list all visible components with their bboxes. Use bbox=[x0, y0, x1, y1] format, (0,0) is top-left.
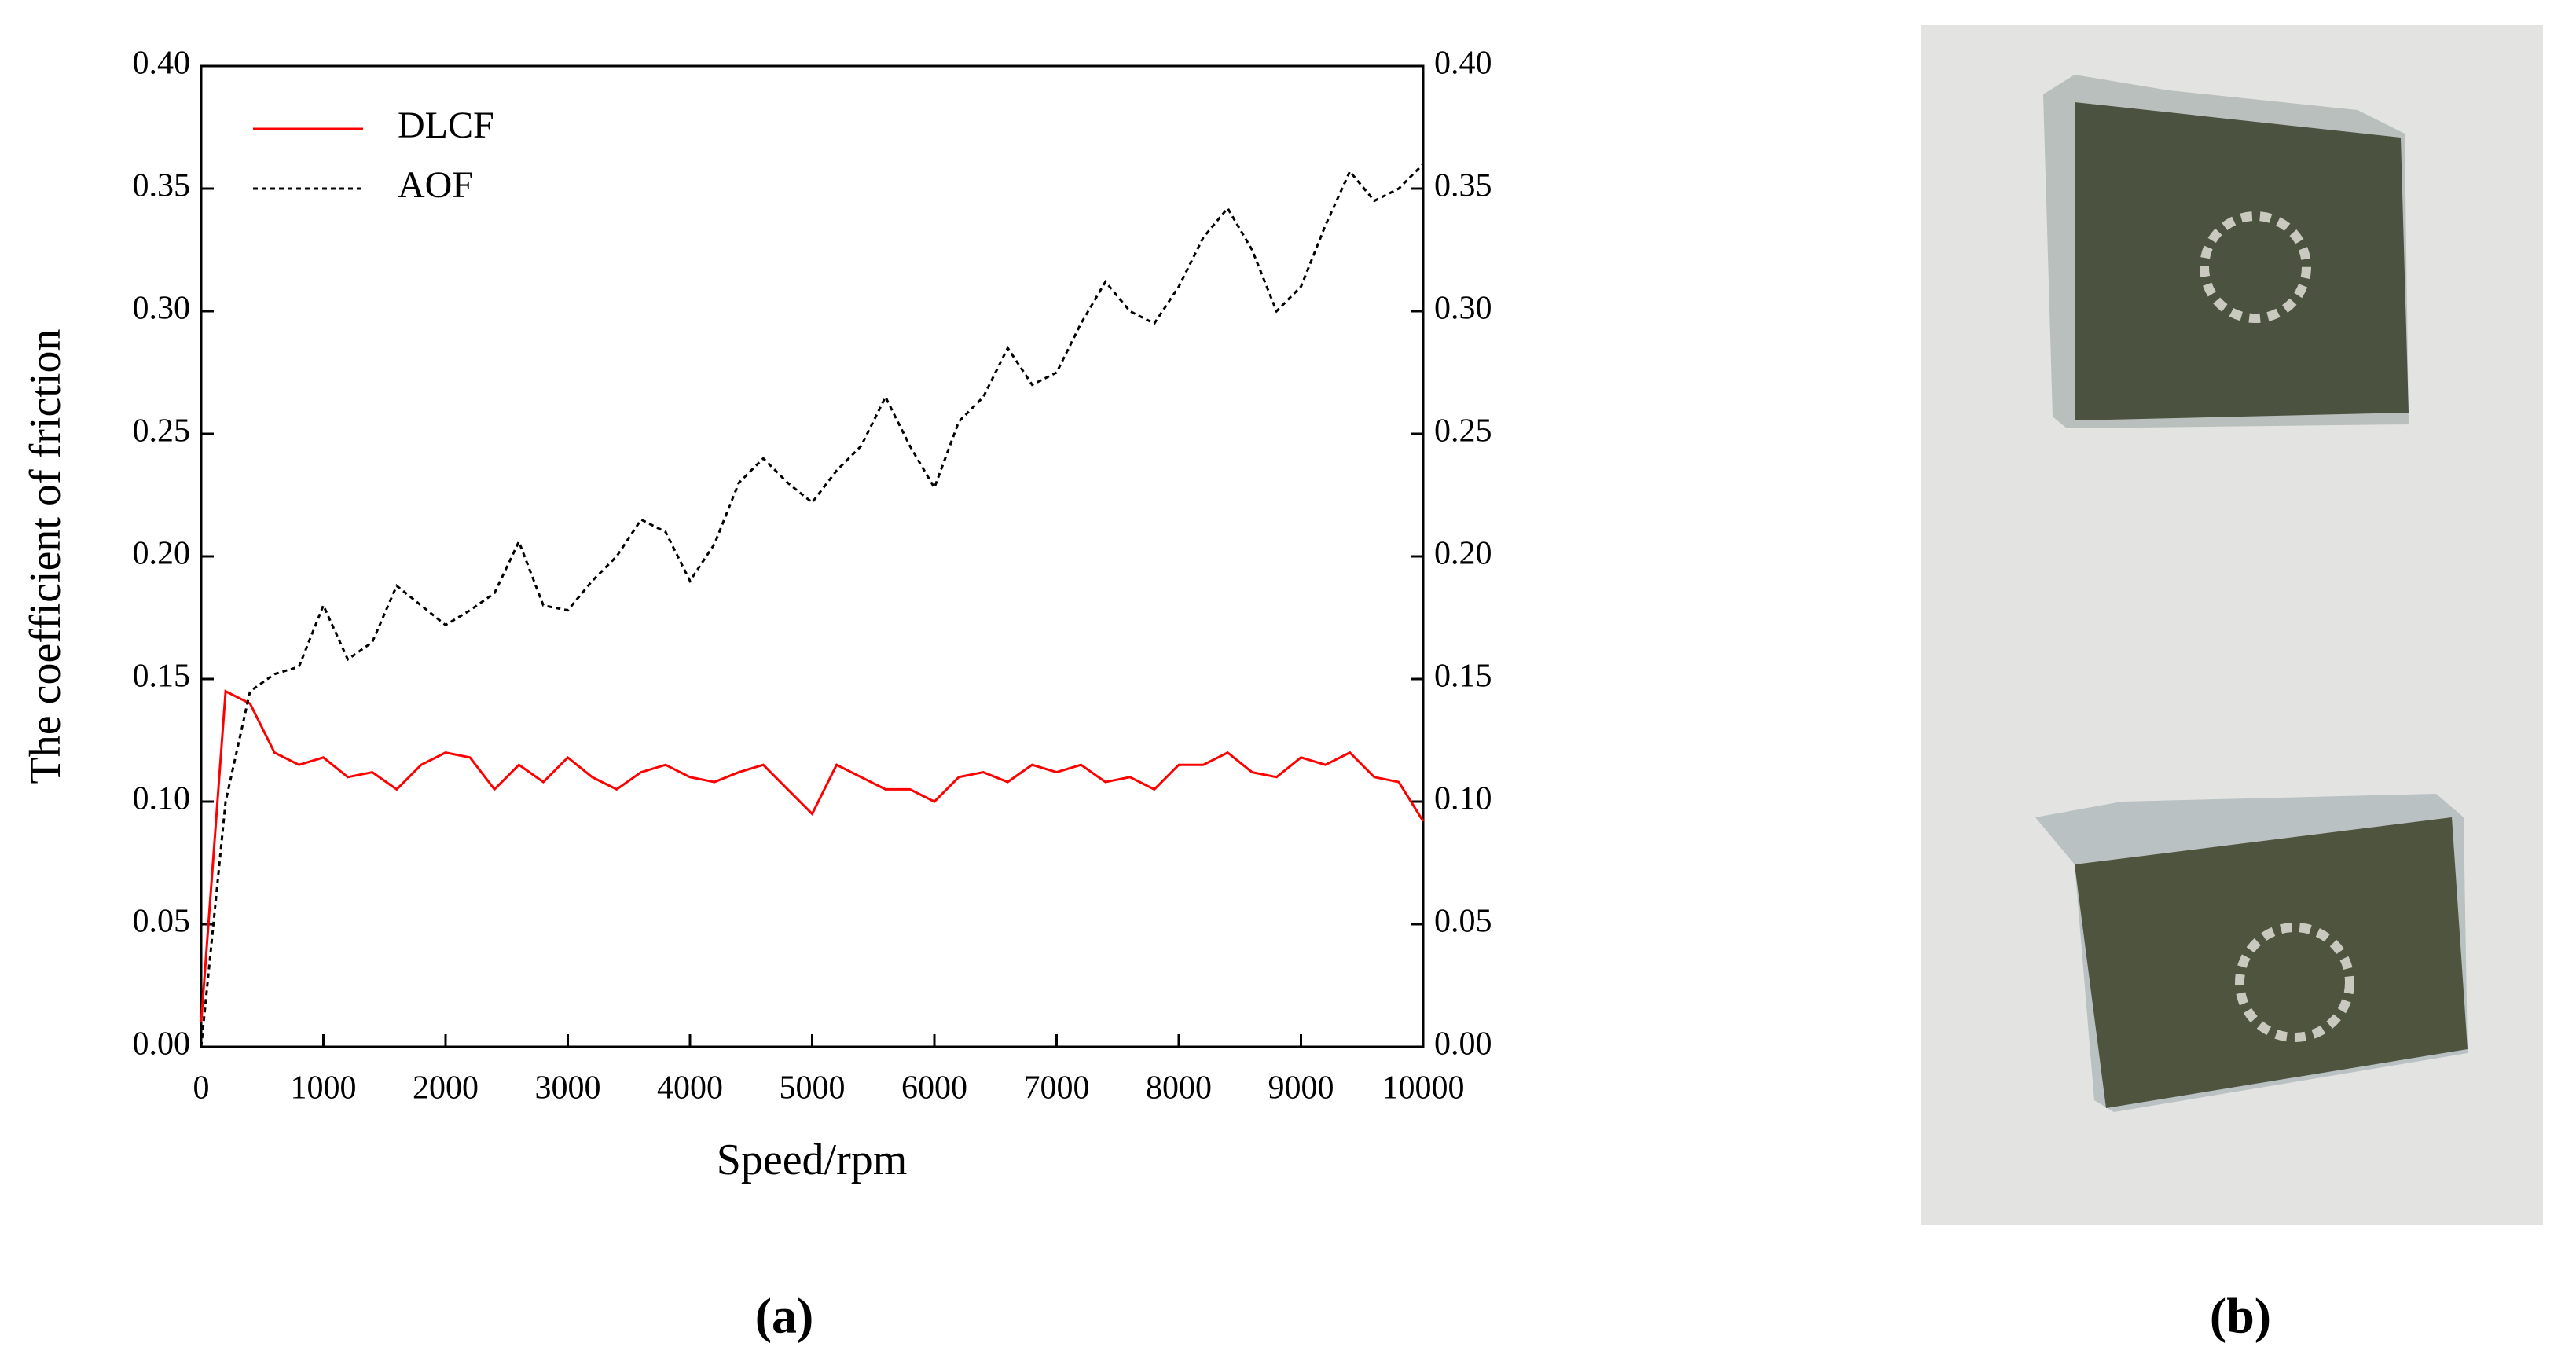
legend-label: AOF bbox=[398, 164, 473, 206]
x-tick-label: 10000 bbox=[1382, 1070, 1465, 1107]
x-tick-label: 5000 bbox=[780, 1070, 846, 1107]
y2-tick-label: 0.10 bbox=[1434, 781, 1492, 817]
y-tick-label: 0.20 bbox=[133, 536, 191, 572]
y2-tick-label: 0.30 bbox=[1434, 291, 1492, 327]
plot-frame bbox=[200, 64, 1425, 1048]
x-tick-label: 4000 bbox=[657, 1070, 723, 1107]
y-tick-label: 0.40 bbox=[133, 46, 191, 82]
y-tick-label: 0.35 bbox=[133, 168, 191, 204]
x-tick-label: 7000 bbox=[1024, 1070, 1090, 1107]
x-tick-label: 8000 bbox=[1146, 1070, 1212, 1107]
x-tick-label: 6000 bbox=[901, 1070, 967, 1107]
caption: (a) bbox=[755, 1288, 814, 1344]
photo bbox=[1921, 25, 2543, 1225]
y-tick-label: 0.25 bbox=[133, 413, 191, 450]
y-tick-label: 0.05 bbox=[133, 904, 191, 940]
y2-tick-label: 0.40 bbox=[1434, 46, 1492, 82]
y2-tick-label: 0.35 bbox=[1434, 168, 1492, 204]
y2-tick-label: 0.05 bbox=[1434, 904, 1492, 940]
x-tick-label: 9000 bbox=[1268, 1070, 1334, 1107]
series-line bbox=[200, 163, 1425, 1048]
y-axis-label: The coefficient of friction bbox=[21, 329, 70, 784]
y2-tick-label: 0.15 bbox=[1434, 659, 1492, 695]
series-line bbox=[200, 689, 1425, 1022]
x-tick-label: 3000 bbox=[535, 1070, 601, 1107]
x-axis-label: Speed/rpm bbox=[717, 1136, 908, 1184]
caption: (b) bbox=[2210, 1288, 2271, 1344]
y-tick-label: 0.10 bbox=[133, 781, 191, 817]
y2-tick-label: 0.25 bbox=[1434, 413, 1492, 450]
x-tick-label: 1000 bbox=[291, 1070, 357, 1107]
y-tick-label: 0.30 bbox=[133, 291, 191, 327]
y2-tick-label: 0.20 bbox=[1434, 536, 1492, 572]
legend-label: DLCF bbox=[398, 105, 494, 146]
y2-tick-label: 0.00 bbox=[1434, 1026, 1492, 1063]
x-tick-label: 2000 bbox=[413, 1070, 479, 1107]
y-tick-label: 0.15 bbox=[133, 659, 191, 695]
y-tick-label: 0.00 bbox=[133, 1026, 191, 1063]
x-tick-label: 0 bbox=[193, 1070, 210, 1107]
